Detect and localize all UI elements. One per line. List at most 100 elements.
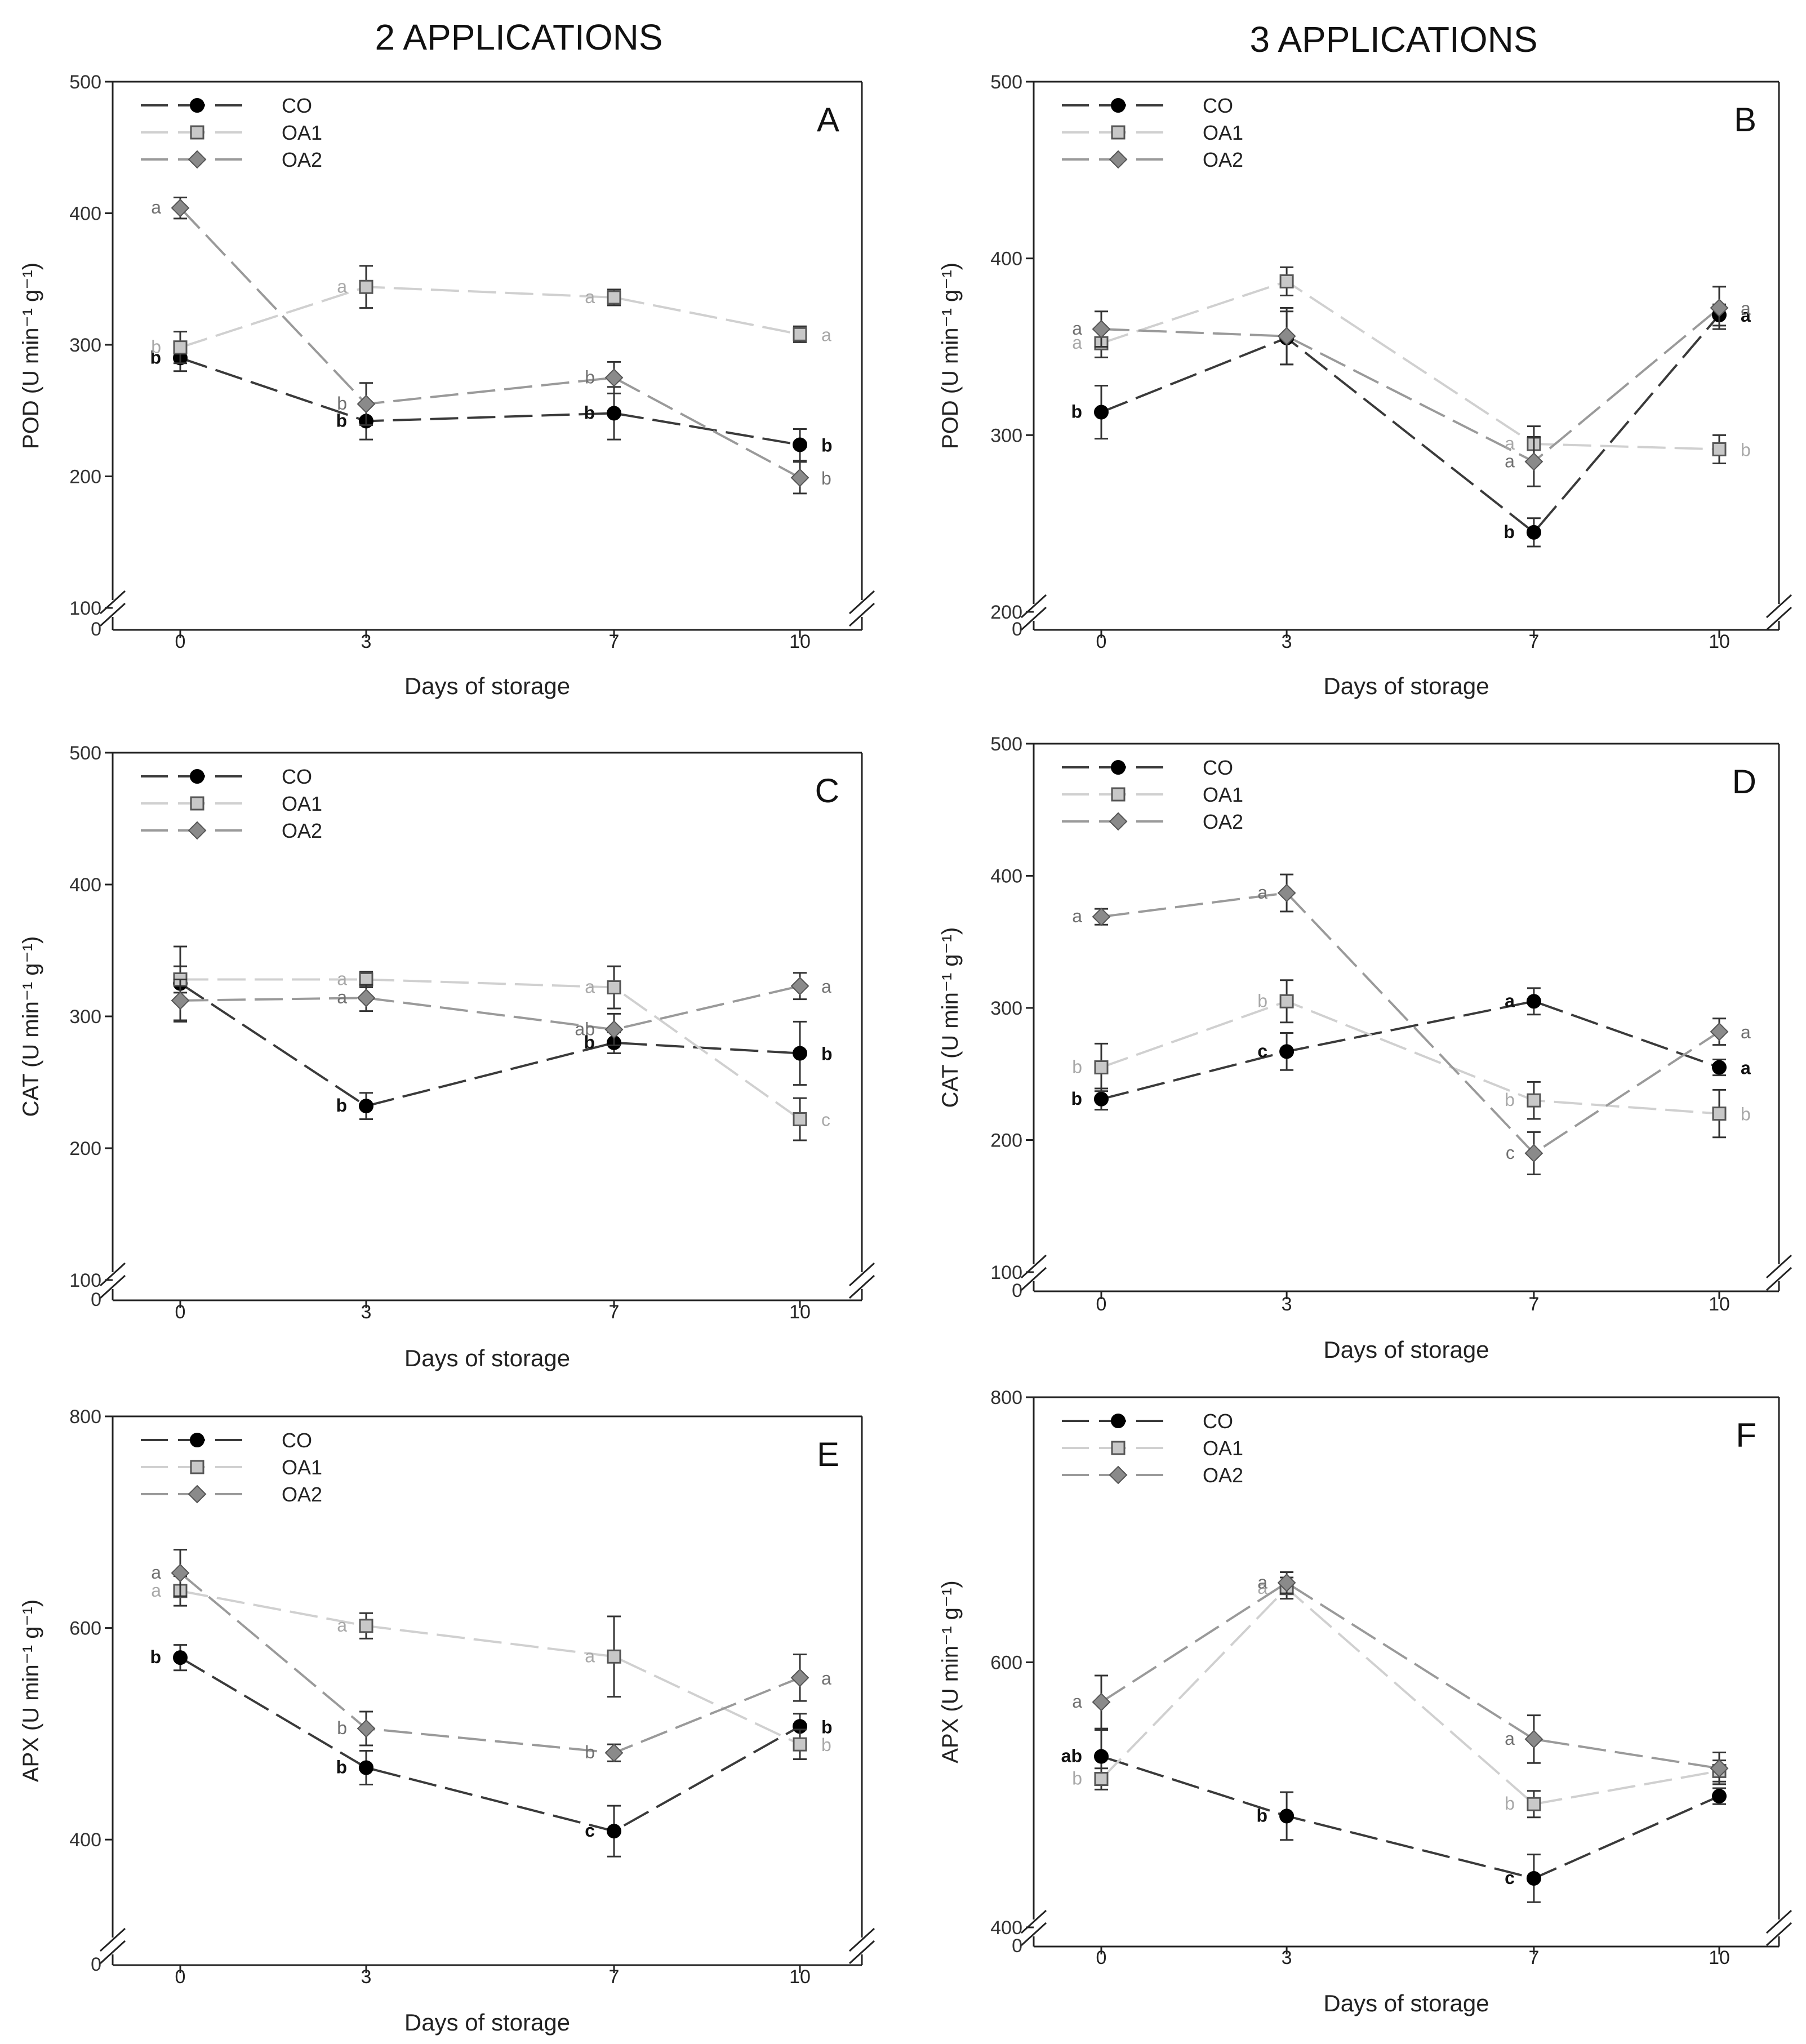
x-axis-label: Days of storage	[1323, 1990, 1489, 2016]
y-axis-label: POD (U min⁻¹ g⁻¹)	[938, 263, 963, 449]
data-point-oa2	[1277, 883, 1296, 903]
y-tick-label: 400	[69, 203, 101, 225]
legend-marker-oa2	[1109, 150, 1128, 169]
axis-break-mark	[1765, 1922, 1792, 1947]
significance-letter-co: a	[1741, 1058, 1751, 1078]
significance-letter-co: c	[1505, 1868, 1515, 1888]
legend-marker-co	[1111, 98, 1126, 113]
y-tick-label: 500	[69, 743, 101, 764]
chart-panel-b: 200 300 400 500 0 0 3 7 10 Days of storage POD (U …	[938, 72, 1792, 699]
significance-letter-oa1: b	[1072, 1057, 1082, 1077]
significance-letter-oa2: a	[1505, 451, 1515, 471]
significance-letter-oa1: b	[1257, 990, 1267, 1011]
data-point-oa2	[357, 394, 376, 414]
x-tick-label: 3	[1282, 1947, 1292, 1969]
significance-letter-co: b	[1257, 1805, 1268, 1825]
x-tick-label: 10	[1709, 631, 1730, 652]
series-line-co	[179, 1656, 800, 1833]
significance-letter-oa2: c	[1506, 1143, 1515, 1163]
legend-label-oa1: OA1	[1203, 1437, 1243, 1460]
data-point-co	[793, 1046, 807, 1061]
y-tick-label: 0	[91, 619, 101, 640]
legend-marker-oa2	[188, 150, 207, 169]
significance-letter-oa1: a	[337, 1615, 347, 1636]
y-tick-label: 400	[990, 1917, 1022, 1939]
legend-label-oa2: OA2	[282, 819, 322, 842]
significance-letter-co: c	[1257, 1041, 1267, 1061]
y-tick-label: 200	[69, 466, 101, 488]
legend-label-co: CO	[282, 765, 312, 788]
legend-label-oa2: OA2	[1203, 148, 1243, 171]
data-point-oa1	[607, 1649, 621, 1664]
legend-label-co: CO	[1203, 756, 1233, 779]
chart-panel-a: 100 200 300 400 500 0 0 3 7 10 Days of storage POD …	[19, 72, 875, 699]
data-point-oa2	[357, 1719, 376, 1738]
significance-letter-co: b	[1071, 1088, 1082, 1109]
data-point-co	[1094, 1749, 1109, 1764]
significance-letter-oa2: a	[151, 197, 161, 217]
significance-letter-oa2: b	[585, 367, 595, 387]
data-point-co	[359, 1099, 373, 1114]
y-tick-label: 500	[990, 734, 1022, 755]
y-tick-label: 600	[990, 1652, 1022, 1674]
data-point-co	[1279, 1809, 1295, 1824]
x-tick-label: 7	[1528, 1294, 1539, 1315]
y-tick-label: 200	[990, 1130, 1022, 1152]
series-line-oa1	[1101, 1000, 1720, 1115]
axis-break-mark	[1765, 1267, 1792, 1291]
significance-letter-co: b	[336, 1757, 347, 1777]
series-line-co	[1101, 1000, 1720, 1100]
significance-letter-oa1: a	[1072, 332, 1082, 353]
series-line-oa1	[180, 286, 800, 349]
data-point-oa2	[171, 991, 190, 1010]
axis-break-mark	[848, 1262, 875, 1287]
column-title-2-applications: 2 APPLICATIONS	[375, 17, 663, 57]
legend-label-oa1: OA1	[1203, 783, 1243, 806]
panel-label: A	[817, 101, 839, 139]
x-tick-label: 0	[175, 1966, 186, 1988]
data-point-co	[1094, 1091, 1109, 1107]
data-point-oa2	[1524, 1144, 1543, 1163]
panel-label: F	[1736, 1416, 1756, 1454]
significance-letter-oa2: a	[821, 1668, 831, 1688]
data-point-oa2	[171, 1563, 190, 1583]
data-point-oa1	[1712, 1107, 1727, 1121]
significance-letter-oa2: b	[337, 393, 347, 414]
x-tick-label: 3	[1282, 631, 1292, 652]
axis-break-mark	[1020, 1254, 1047, 1279]
significance-letter-oa2: a	[1257, 882, 1267, 903]
axis-break-mark	[1020, 594, 1047, 619]
significance-letter-oa2: a	[821, 976, 831, 997]
x-tick-label: 0	[1096, 1947, 1107, 1969]
significance-letter-co: b	[150, 347, 161, 367]
data-point-co	[793, 437, 807, 452]
y-tick-label: 300	[69, 1006, 101, 1028]
significance-letter-oa1: a	[821, 325, 831, 345]
legend-label-oa1: OA1	[1203, 121, 1243, 144]
data-point-co	[1712, 1060, 1727, 1075]
data-point-oa1	[1712, 442, 1727, 456]
data-point-oa2	[1277, 327, 1296, 346]
significance-letter-oa1: b	[821, 1735, 831, 1755]
data-point-oa1	[1094, 1060, 1109, 1075]
y-tick-label: 500	[69, 72, 101, 93]
data-point-co	[359, 1760, 373, 1775]
axis-break-mark	[1020, 1922, 1047, 1947]
significance-letter-oa1: a	[151, 1580, 161, 1601]
legend-marker-oa2	[1109, 1465, 1128, 1485]
data-point-oa1	[607, 290, 621, 305]
data-point-oa1	[793, 1112, 807, 1127]
legend-marker-oa2	[188, 1485, 207, 1504]
data-point-oa1	[1527, 1797, 1541, 1811]
data-point-oa1	[1279, 274, 1294, 288]
y-tick-label: 400	[990, 248, 1022, 270]
series-line-co	[179, 982, 800, 1108]
axis-break-mark	[1020, 606, 1047, 631]
legend-marker-co	[190, 98, 204, 113]
x-tick-label: 3	[361, 1301, 372, 1323]
y-tick-label: 200	[69, 1138, 101, 1159]
significance-letter-oa2: a	[337, 987, 347, 1007]
data-point-co	[1526, 525, 1541, 540]
legend-label-co: CO	[1203, 94, 1233, 117]
